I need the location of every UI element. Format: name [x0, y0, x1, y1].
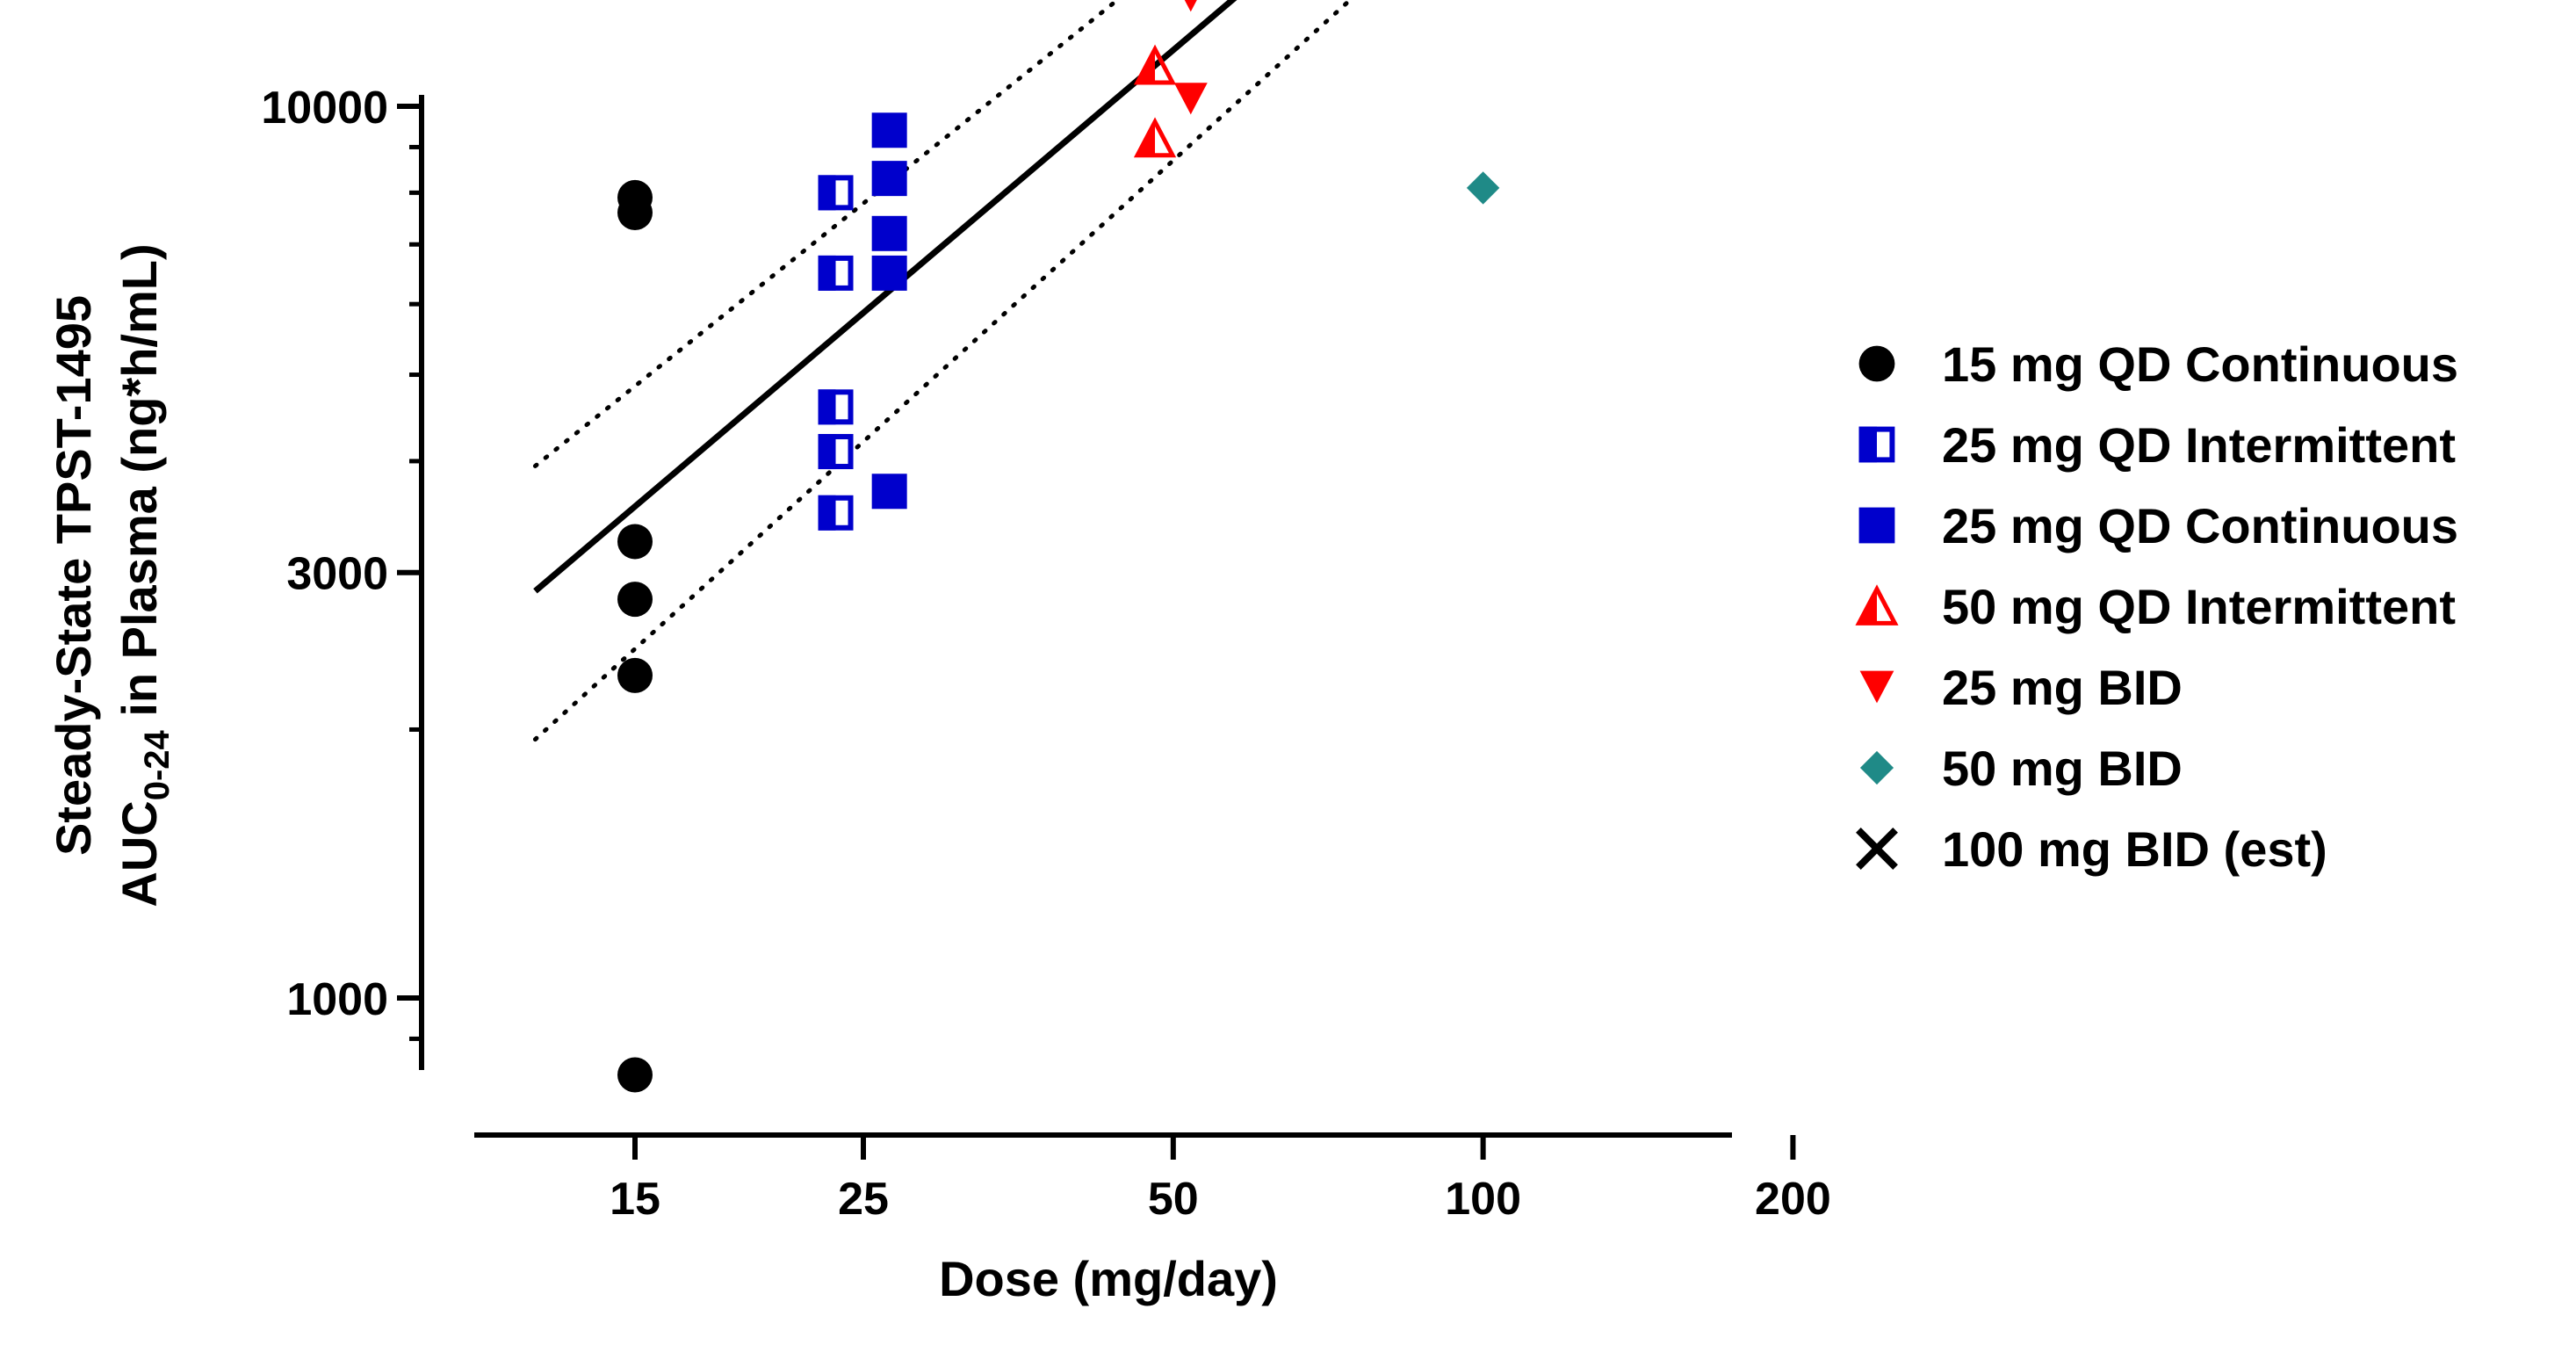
y-tick-label: 1000 [286, 974, 388, 1025]
fit-line [533, 0, 1237, 594]
legend-item: 25 mg BID [1859, 660, 2183, 715]
x-axis-title: Dose (mg/day) [939, 1251, 1278, 1306]
legend-label: 100 mg BID (est) [1942, 821, 2327, 877]
ci-lower-line [532, 0, 1353, 742]
legend-label: 50 mg QD Intermittent [1942, 579, 2456, 634]
data-point [818, 255, 854, 291]
legend-item: 100 mg BID (est) [1856, 821, 2327, 877]
y-tick-label: 10000 [261, 83, 388, 134]
legend-item: 25 mg QD Continuous [1858, 498, 2458, 553]
data-point [617, 582, 653, 618]
legend: 15 mg QD Continuous 25 mg QD Intermittent… [1855, 336, 2458, 877]
data-point [818, 495, 854, 531]
data-point [818, 175, 854, 211]
x-tick-label: 15 [610, 1174, 660, 1225]
legend-label: 25 mg QD Intermittent [1942, 417, 2456, 473]
y-tick-label: 3000 [286, 549, 388, 600]
y-axis-title: Steady-State TPST-1495 [46, 295, 101, 856]
y-axis-title-line2: AUC0-24 in Plasma (ng*h/mL) [112, 243, 177, 907]
y-title-auc: AUC [112, 800, 167, 907]
y-title-subscript: 0-24 [138, 729, 177, 800]
data-points [617, 0, 1500, 1093]
legend-marker [1856, 828, 1898, 870]
y-axis-title-2: AUC0-24 in Plasma (ng*h/mL) [112, 243, 177, 907]
legend-label: 15 mg QD Continuous [1942, 336, 2458, 392]
legend-item: 15 mg QD Continuous [1858, 336, 2458, 392]
legend-item: 50 mg QD Intermittent [1855, 579, 2456, 634]
data-point [1184, 0, 1197, 12]
legend-item: 50 mg BID [1859, 741, 2183, 796]
y-axis: 100000300001000030001000 [261, 83, 424, 1070]
data-point [1133, 117, 1177, 158]
legend-marker [1858, 345, 1895, 382]
x-tick-label: 100 [1445, 1174, 1521, 1225]
data-point [871, 474, 907, 510]
data-point [818, 434, 854, 470]
data-point [1133, 44, 1177, 85]
data-point [871, 255, 907, 291]
data-point [617, 1057, 653, 1093]
y-title-rest: in Plasma (ng*h/mL) [112, 243, 167, 730]
legend-label: 50 mg BID [1942, 741, 2183, 796]
legend-marker [1855, 584, 1899, 625]
data-point [1466, 171, 1500, 205]
legend-marker [1859, 750, 1894, 785]
legend-label: 25 mg QD Continuous [1942, 498, 2458, 553]
x-tick-label: 25 [838, 1174, 889, 1225]
data-point [617, 657, 653, 693]
data-point [818, 389, 854, 425]
legend-marker [1859, 670, 1894, 704]
y-axis-title-line1: Steady-State TPST-1495 [46, 295, 101, 856]
x-tick-label: 50 [1148, 1174, 1199, 1225]
legend-label: 25 mg BID [1942, 660, 2183, 715]
legend-marker [1858, 507, 1895, 544]
data-point [871, 215, 907, 251]
ci-upper-line [532, 0, 1122, 468]
data-point [617, 524, 653, 560]
x-axis: 15 25 50 100 200 [474, 1132, 1831, 1225]
legend-item: 25 mg QD Intermittent [1858, 417, 2456, 473]
data-point [871, 161, 907, 197]
x-tick-label: 200 [1755, 1174, 1831, 1225]
data-point [871, 112, 907, 148]
data-point [1173, 83, 1208, 115]
data-point [617, 194, 653, 230]
regression-lines [532, 0, 1353, 742]
legend-marker [1858, 426, 1895, 463]
